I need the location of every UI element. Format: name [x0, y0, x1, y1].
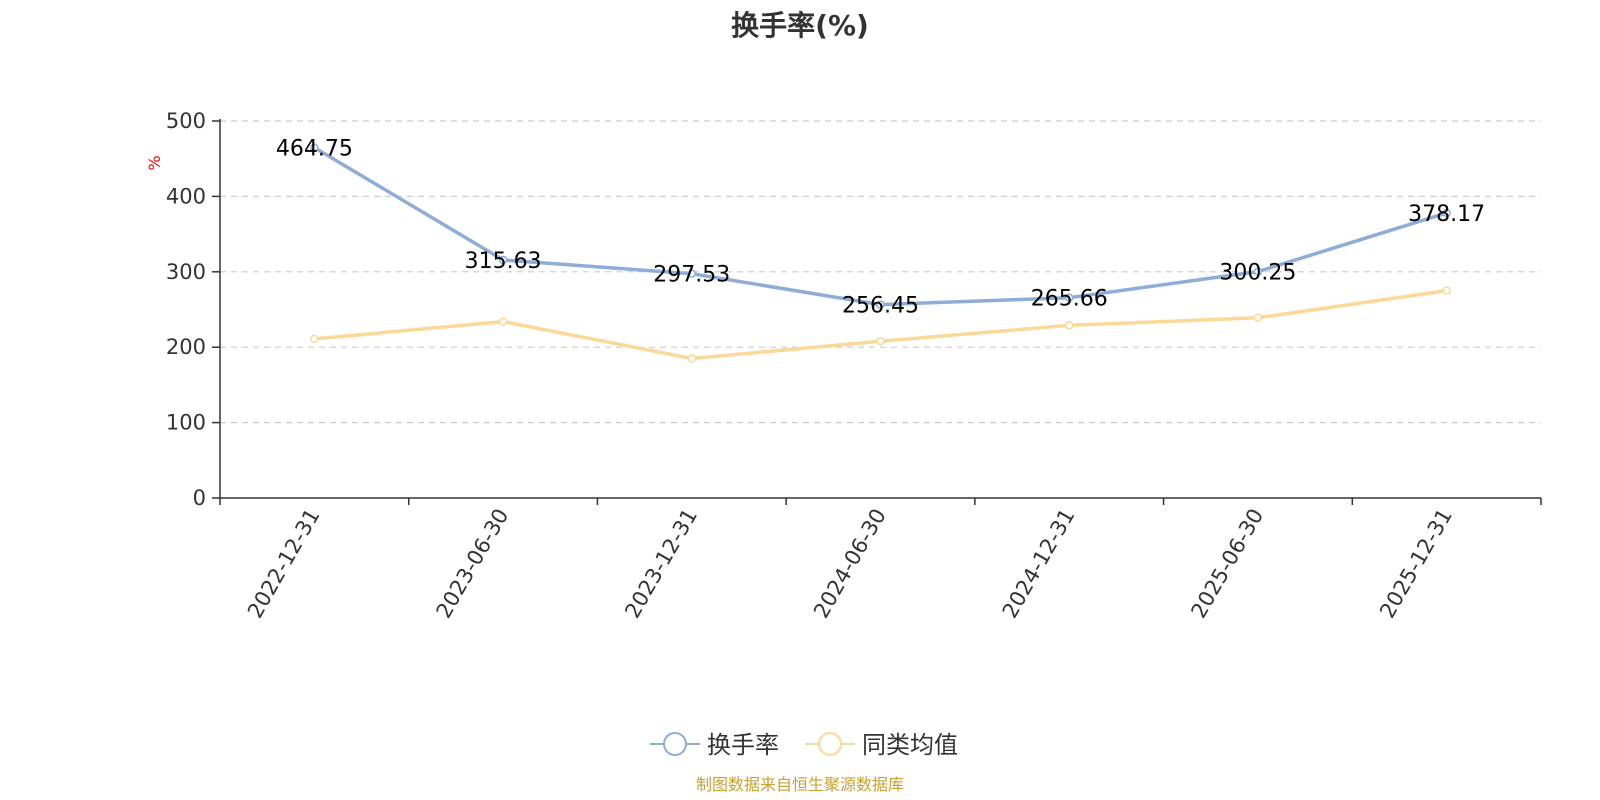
source-note: 制图数据来自恒生聚源数据库 — [696, 775, 904, 794]
data-label: 256.45 — [842, 294, 919, 319]
series-2 — [310, 286, 1451, 363]
legend[interactable]: 换手率 同类均值 — [650, 731, 958, 759]
data-label: 265.66 — [1031, 287, 1108, 312]
data-label: 464.75 — [276, 137, 353, 162]
data-point — [498, 255, 508, 265]
data-point — [310, 334, 319, 344]
legend-marker — [818, 732, 842, 756]
legend-item-1[interactable]: 换手率 — [650, 731, 779, 759]
y-axis-ticks: 0 100 200 300 400 500 — [166, 109, 220, 510]
legend-label: 换手率 — [707, 731, 779, 759]
data-point — [1064, 321, 1074, 330]
y-tick-label: 0 — [193, 486, 206, 510]
data-point — [876, 336, 885, 346]
x-tick-label: 2022-12-31 — [243, 505, 325, 623]
data-point — [1253, 267, 1263, 276]
legend-marker — [663, 732, 687, 756]
data-label: 300.25 — [1219, 261, 1296, 286]
x-tick-label: 2023-06-30 — [432, 504, 514, 622]
x-tick-label: 2025-06-30 — [1186, 505, 1268, 623]
data-point — [687, 269, 697, 278]
series-1 — [310, 143, 1451, 309]
series-group: 464.75 315.63 297.53 256.45 265.66 300.25 378.… — [276, 137, 1485, 363]
y-tick-label: 300 — [166, 260, 206, 284]
y-tick-label: 100 — [166, 411, 206, 435]
x-tick-label: 2023-12-31 — [620, 505, 702, 623]
data-labels: 464.75 315.63 297.53 256.45 265.66 300.25 378.… — [276, 137, 1485, 319]
gridlines — [220, 120, 1541, 424]
data-label: 378.17 — [1408, 202, 1485, 227]
data-label: 297.53 — [653, 263, 730, 288]
data-point — [498, 317, 508, 326]
data-label: 315.63 — [465, 249, 542, 274]
data-point — [1064, 293, 1074, 302]
x-tick-label: 2025-12-31 — [1375, 505, 1457, 623]
data-point — [1253, 313, 1263, 323]
data-point — [1442, 208, 1451, 218]
y-tick-label: 500 — [166, 109, 206, 133]
x-axis-ticks: 2022-12-31 2023-06-30 2023-12-31 2024-06-30… — [219, 498, 1542, 623]
legend-label: 同类均值 — [862, 731, 958, 759]
x-tick-label: 2024-12-31 — [998, 505, 1080, 623]
chart-title: 换手率(%) — [731, 9, 869, 42]
data-point — [687, 354, 697, 363]
data-point — [876, 300, 885, 309]
y-tick-label: 200 — [166, 335, 206, 359]
y-tick-label: 400 — [166, 184, 206, 208]
data-point — [310, 143, 319, 152]
legend-item-2[interactable]: 同类均值 — [805, 731, 958, 759]
y-axis-unit: % — [145, 155, 164, 170]
x-tick-label: 2024-06-30 — [809, 505, 891, 623]
data-point — [1442, 286, 1451, 295]
axes — [219, 119, 1541, 499]
